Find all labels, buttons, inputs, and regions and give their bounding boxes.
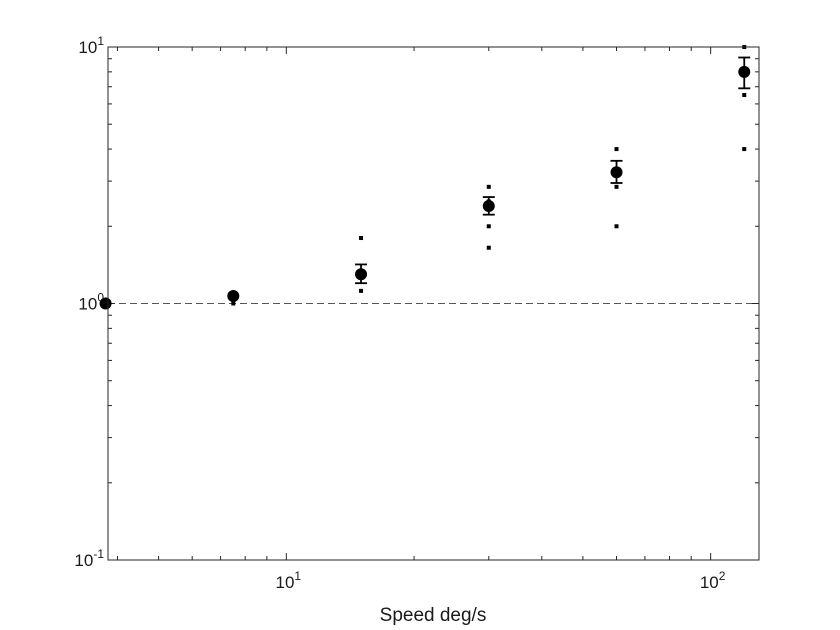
individual-point xyxy=(486,184,491,189)
mean-point xyxy=(738,65,751,78)
individual-point xyxy=(614,224,619,229)
y-tick-labels: 10-1 100 101 xyxy=(74,34,104,570)
x-tick-labels: 101 102 xyxy=(276,569,726,592)
x-tick-label: 101 xyxy=(276,569,302,592)
y-tick-label: 10-1 xyxy=(74,547,104,570)
individual-point xyxy=(742,147,747,152)
individual-point xyxy=(486,224,491,229)
individual-point xyxy=(614,184,619,189)
mean-point xyxy=(610,166,623,179)
minor-ticks xyxy=(108,47,759,560)
individual-point xyxy=(359,288,364,293)
axes-box xyxy=(107,46,760,561)
y-tick-label: 101 xyxy=(78,34,104,57)
mean-point xyxy=(482,199,495,212)
individual-point xyxy=(614,147,619,152)
individual-point xyxy=(231,301,236,306)
x-axis-label: Speed deg/s xyxy=(380,605,487,626)
individual-point xyxy=(742,92,747,97)
mean-point xyxy=(99,297,112,310)
x-tick-label: 102 xyxy=(700,569,726,592)
y-tick-label: 100 xyxy=(78,291,104,314)
mean-point xyxy=(355,268,368,281)
mean-points xyxy=(99,65,751,310)
mean-point xyxy=(227,289,240,302)
individual-point xyxy=(486,245,491,250)
individual-point xyxy=(359,236,364,241)
